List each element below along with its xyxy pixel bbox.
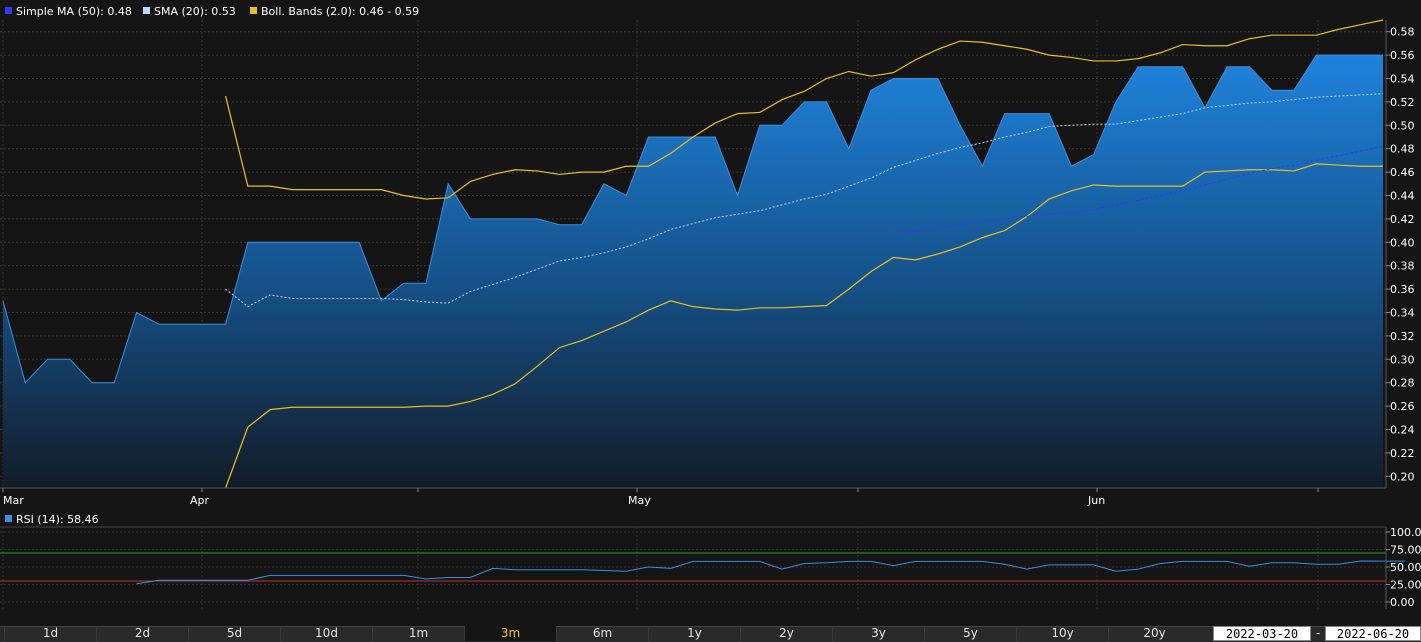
y-tick-label: 0.28 — [1390, 377, 1415, 390]
rsi-plot-area — [0, 527, 1386, 609]
main-legend: Simple MA (50): 0.48 SMA (20): 0.53 Boll… — [5, 5, 419, 18]
range-button-1m[interactable]: 1m — [372, 626, 464, 641]
rsi-series — [136, 560, 1406, 585]
legend-label-bollinger: Boll. Bands (2.0): 0.46 - 0.59 — [261, 5, 419, 18]
sma20-line — [225, 93, 1384, 308]
range-button-2y[interactable]: 2y — [740, 626, 832, 641]
y-tick-label: 0.22 — [1390, 447, 1415, 460]
range-button-6m[interactable]: 6m — [556, 626, 648, 641]
rsi-y-tick-label: 75.00 — [1390, 544, 1421, 557]
range-button-10y[interactable]: 10y — [1016, 626, 1108, 641]
date-from-field[interactable]: 2022-03-20 — [1213, 626, 1311, 641]
x-tick-label: May — [628, 494, 651, 507]
range-button-3y[interactable]: 3y — [832, 626, 924, 641]
rsi-y-tick-label: 100.00 — [1390, 526, 1421, 539]
y-tick-label: 0.42 — [1390, 213, 1415, 226]
range-button-5y[interactable]: 5y — [924, 626, 1016, 641]
rsi-line — [136, 560, 1406, 585]
legend-label-sma50: Simple MA (50): 0.48 — [16, 5, 132, 18]
rsi-y-tick-label: 25.00 — [1390, 579, 1421, 592]
rsi-y-tick-label: 0.00 — [1390, 596, 1415, 609]
legend-swatch-sma20 — [143, 7, 150, 14]
y-tick-label: 0.20 — [1390, 470, 1415, 483]
rsi-grid — [0, 527, 1386, 609]
range-button-10d[interactable]: 10d — [280, 626, 372, 641]
x-tick-label: Apr — [190, 494, 210, 507]
y-tick-label: 0.56 — [1390, 49, 1415, 62]
bollinger-lower-line — [225, 163, 1383, 489]
x-tick-label: Mar — [3, 494, 24, 507]
legend-label-rsi: RSI (14): 58.46 — [16, 513, 99, 526]
range-button-2d[interactable]: 2d — [96, 626, 188, 641]
main-x-axis: Mar Apr May Jun — [2, 488, 1319, 507]
y-tick-label: 0.44 — [1390, 190, 1415, 203]
date-to-field[interactable]: 2022-06-20 — [1325, 626, 1421, 641]
y-tick-label: 0.34 — [1390, 307, 1415, 320]
price-area — [3, 55, 1383, 488]
range-button-5d[interactable]: 5d — [188, 626, 280, 641]
legend-swatch-rsi — [5, 515, 12, 522]
y-tick-label: 0.26 — [1390, 400, 1415, 413]
y-tick-label: 0.46 — [1390, 166, 1415, 179]
y-tick-label: 0.32 — [1390, 330, 1415, 343]
range-button-20y[interactable]: 20y — [1108, 626, 1200, 641]
y-tick-label: 0.30 — [1390, 353, 1415, 366]
main-series — [2, 19, 1384, 489]
legend-label-sma20: SMA (20): 0.53 — [154, 5, 236, 18]
y-tick-label: 0.36 — [1390, 283, 1415, 296]
y-tick-label: 0.38 — [1390, 260, 1415, 273]
sma50-line — [893, 145, 1384, 237]
y-tick-label: 0.48 — [1390, 143, 1415, 156]
range-button-1d[interactable]: 1d — [4, 626, 96, 641]
y-tick-label: 0.50 — [1390, 119, 1415, 132]
legend-swatch-sma50 — [5, 7, 12, 14]
range-toolbar — [0, 626, 1421, 642]
legend-swatch-bollinger — [250, 7, 257, 14]
rsi-y-axis: 0.00 25.00 50.00 75.00 100.00 — [1386, 526, 1421, 609]
x-tick-label: Jun — [1087, 494, 1105, 507]
rsi-y-tick-label: 50.00 — [1390, 561, 1421, 574]
y-tick-label: 0.58 — [1390, 26, 1415, 39]
main-y-axis: 0.20 0.22 0.24 0.26 0.28 0.30 0.32 0.34 0.36 0.38… — [1386, 26, 1415, 483]
rsi-legend: RSI (14): 58.46 — [5, 513, 99, 526]
y-tick-label: 0.54 — [1390, 73, 1415, 86]
date-range-separator: - — [1315, 626, 1321, 640]
range-button-3m[interactable]: 3m — [464, 626, 556, 641]
bollinger-upper-line — [224, 19, 1384, 200]
y-tick-label: 0.52 — [1390, 96, 1415, 109]
y-tick-label: 0.24 — [1390, 424, 1415, 437]
y-tick-label: 0.40 — [1390, 236, 1415, 249]
range-button-1y[interactable]: 1y — [648, 626, 740, 641]
